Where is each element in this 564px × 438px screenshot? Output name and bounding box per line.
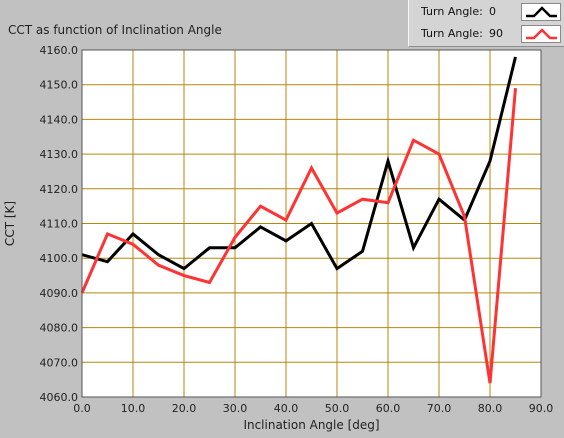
legend-line-1-icon [526, 28, 557, 40]
x-tick-label: 0.0 [73, 402, 91, 415]
x-tick-label: 70.0 [427, 402, 452, 415]
legend-value-0: 0 [489, 5, 496, 18]
y-tick-label: 4140.0 [40, 113, 79, 126]
y-tick-label: 4120.0 [40, 183, 79, 196]
legend-swatch-0[interactable] [521, 3, 561, 21]
x-tick-label: 10.0 [121, 402, 146, 415]
y-tick-label: 4150.0 [40, 79, 79, 92]
series-line-0 [81, 56, 517, 271]
legend-label-0: Turn Angle: [421, 5, 483, 18]
x-tick-label: 90.0 [529, 402, 554, 415]
series-line-1 [80, 88, 517, 384]
legend-item-1: Turn Angle: 90 [409, 23, 564, 45]
y-tick-label: 4060.0 [40, 391, 79, 404]
plot-frame [81, 49, 542, 398]
y-tick-label: 4130.0 [40, 148, 79, 161]
legend-item-0: Turn Angle: 0 [409, 1, 564, 23]
y-tick-label: 4110.0 [40, 218, 79, 231]
x-tick-label: 60.0 [376, 402, 401, 415]
y-tick-label: 4070.0 [40, 356, 79, 369]
y-axis-label: CCT [K] [3, 201, 17, 246]
legend-label-1: Turn Angle: [421, 27, 483, 40]
x-axis-label: Inclination Angle [deg] [243, 418, 379, 432]
y-tick-label: 4100.0 [40, 252, 79, 265]
x-tick-label: 20.0 [172, 402, 197, 415]
chart-title: CCT as function of Inclination Angle [8, 23, 222, 37]
y-tick-label: 4090.0 [40, 287, 79, 300]
y-tick-label: 4160.0 [40, 44, 79, 57]
legend: Turn Angle: 0 Turn Angle: 90 [408, 0, 564, 47]
legend-value-1: 90 [489, 27, 503, 40]
legend-line-0-icon [526, 6, 557, 18]
x-tick-label: 50.0 [325, 402, 350, 415]
legend-swatch-1[interactable] [521, 25, 561, 43]
x-tick-label: 30.0 [223, 402, 248, 415]
y-tick-label: 4080.0 [40, 322, 79, 335]
x-tick-label: 80.0 [478, 402, 503, 415]
x-tick-label: 40.0 [274, 402, 299, 415]
